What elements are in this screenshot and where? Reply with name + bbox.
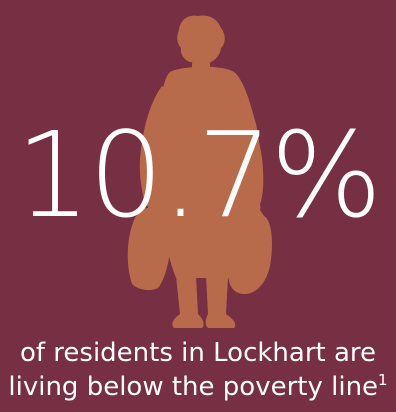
person-with-shopping-bags-icon xyxy=(127,15,272,328)
stat-caption: of residents in Lockhart are living belo… xyxy=(0,336,396,404)
footnote-marker: 1 xyxy=(378,371,388,389)
caption-line-1: of residents in Lockhart are xyxy=(19,338,377,368)
caption-line-2-text: living below the poverty line xyxy=(8,372,379,402)
caption-line-2: living below the poverty line1 xyxy=(0,370,396,404)
poverty-rate-stat: 10.7% xyxy=(15,106,383,244)
